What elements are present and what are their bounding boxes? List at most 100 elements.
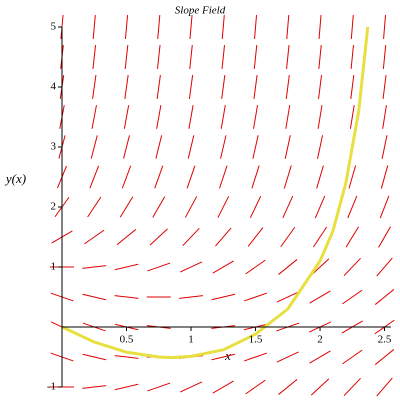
slope-segment [221,15,225,39]
slope-segment [343,377,361,397]
slope-segment [188,75,194,99]
slope-segment [212,380,234,394]
x-tick-label: 1.5 [249,334,263,346]
slope-segment [253,105,259,129]
slope-segment [211,353,236,361]
slope-segment [179,381,203,393]
slope-segment [157,15,161,39]
slope-segment [382,45,387,69]
slope-segment [347,195,358,219]
slope-segment [253,75,258,99]
slope-segment [313,226,328,248]
slope-segment [309,290,331,304]
y-tick-label: 2 [51,201,57,213]
slope-segment [254,15,258,39]
slope-segment [251,165,260,189]
slope-segment [252,135,259,159]
slope-segment [309,350,331,364]
slope-segment [123,135,130,159]
slope-segment [188,105,194,129]
slope-segment [84,229,105,245]
slope-segment [381,135,388,159]
slope-segment [87,196,102,218]
slope-segment [342,289,363,305]
slope-segment [91,105,97,129]
slope-segment [189,45,193,69]
slope-segment [382,105,387,129]
slope-segment [349,105,355,129]
slope-segment [152,196,166,218]
solution-curve [61,26,370,360]
slope-segment [123,105,130,129]
slope-segment [316,165,324,189]
slope-segment [350,14,354,40]
x-tick-label: 1 [188,334,194,346]
slope-segment [82,265,107,269]
slope-segment [350,75,355,99]
y-tick-label: 1 [51,261,57,273]
slope-segment [82,293,107,301]
x-tick-label: 2.5 [378,334,392,346]
slope-segment [186,165,196,189]
slope-segment [348,165,357,189]
slope-segment [280,226,296,248]
slope-segment [244,352,268,362]
slope-segment [156,75,161,99]
slope-segment [276,291,299,303]
slope-segment [114,383,139,391]
slope-segment [179,261,203,273]
slope-segment [245,259,266,275]
slope-segment [310,378,330,396]
slope-segment [220,135,227,159]
slope-segment [154,165,164,189]
slope-segment [215,227,232,247]
slope-segment [147,262,171,272]
y-tick-label: 5 [51,21,57,33]
y-tick-label: -1 [47,381,56,393]
slope-segment [149,228,168,246]
slope-segment [283,165,292,189]
slope-segment [156,45,161,69]
slope-segment [276,351,299,363]
slope-segment [286,15,290,39]
slope-segment [179,295,203,299]
slope-segment [253,45,258,69]
slope-segment [82,353,107,361]
slope-segment [92,45,97,69]
slope-segment [221,75,226,99]
slope-segment [124,75,129,99]
y-tick-label: 3 [51,141,57,153]
x-tick-label: 2 [317,334,323,346]
slope-segment [286,45,290,69]
slope-segment [82,385,107,389]
slope-segment [310,258,330,276]
slope-segment [211,293,236,301]
y-tick-label: 4 [51,81,57,93]
slope-segment [282,195,294,219]
slope-segment [119,196,134,218]
slope-segment [376,377,393,397]
slope-segment [114,295,139,299]
chart-title: Slope Field [175,5,226,17]
slope-segment [184,196,198,218]
slope-segment [147,382,171,392]
slope-segment [317,135,324,159]
slope-segment [212,260,234,274]
slope-segment [350,45,354,69]
slope-segment [317,105,323,129]
slope-segment [345,226,360,248]
slope-segment [182,227,200,247]
slope-segment [380,165,389,189]
slope-segment [374,289,395,305]
slope-segment [285,75,290,99]
slope-segment [342,349,363,365]
slope-segment [114,263,139,271]
y-axis-label: y(x) [4,171,26,186]
slope-segment [285,105,291,129]
slope-segment [116,229,137,245]
slope-segment [220,105,226,129]
slope-segment [379,195,390,219]
slope-segment [376,257,393,277]
slope-segment [124,15,129,39]
